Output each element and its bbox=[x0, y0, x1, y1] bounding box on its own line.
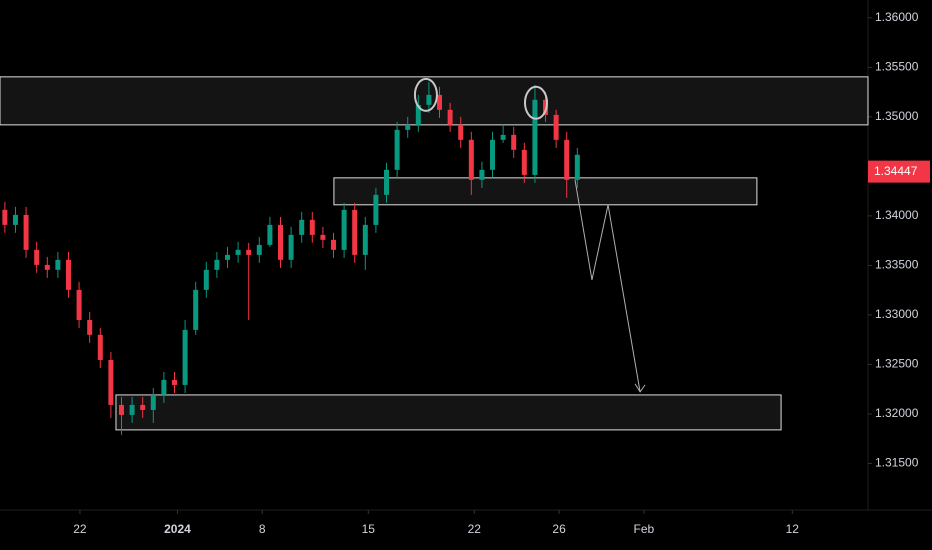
candle-body bbox=[532, 99, 538, 175]
candle-body bbox=[182, 329, 188, 385]
candle-body bbox=[55, 259, 61, 270]
candle-body bbox=[543, 99, 549, 115]
candle-body bbox=[267, 224, 273, 245]
y-tick-label: 1.33000 bbox=[875, 307, 919, 321]
candle-body bbox=[352, 209, 358, 255]
x-tick-label: 22 bbox=[468, 522, 482, 536]
candle-body bbox=[224, 254, 230, 260]
candle-body bbox=[299, 219, 305, 235]
candle-body bbox=[500, 134, 506, 140]
candle-body bbox=[490, 139, 496, 170]
candle-body bbox=[553, 114, 559, 140]
candle-body bbox=[44, 264, 50, 270]
candle-body bbox=[150, 394, 156, 410]
candle-body bbox=[277, 224, 283, 260]
candle-body bbox=[97, 334, 103, 360]
candle-body bbox=[468, 139, 474, 180]
candle-body bbox=[65, 259, 71, 290]
candle-body bbox=[564, 139, 570, 180]
y-tick-label: 1.32000 bbox=[875, 406, 919, 420]
candle-body bbox=[574, 154, 580, 180]
candle-body bbox=[405, 124, 411, 130]
candle-body bbox=[34, 249, 40, 265]
candle-body bbox=[193, 289, 199, 330]
y-tick-label: 1.31500 bbox=[875, 456, 919, 470]
candle-body bbox=[161, 379, 167, 395]
candle-body bbox=[2, 209, 8, 225]
x-tick-label: Feb bbox=[634, 522, 655, 536]
last-price-box bbox=[868, 160, 930, 183]
candle-body bbox=[341, 209, 347, 250]
candle-body bbox=[118, 404, 124, 415]
x-tick-label: 2024 bbox=[164, 522, 191, 536]
y-tick-label: 1.32500 bbox=[875, 357, 919, 371]
x-tick-label: 26 bbox=[552, 522, 566, 536]
candle-body bbox=[108, 359, 114, 405]
zone bbox=[115, 394, 782, 431]
top-marker bbox=[523, 85, 548, 120]
x-tick-label: 15 bbox=[362, 522, 376, 536]
candle-body bbox=[511, 134, 517, 150]
candle-body bbox=[12, 214, 18, 225]
y-tick-label: 1.33500 bbox=[875, 258, 919, 272]
candle-body bbox=[76, 289, 82, 320]
projection-path bbox=[574, 179, 641, 392]
last-price-label: 1.34447 bbox=[874, 164, 918, 178]
y-tick-label: 1.35000 bbox=[875, 109, 919, 123]
y-tick-label: 1.36000 bbox=[875, 10, 919, 24]
arrow-head bbox=[634, 383, 646, 393]
candle-body bbox=[458, 124, 464, 140]
zone bbox=[333, 177, 758, 206]
candle-body bbox=[87, 319, 93, 335]
candle-body bbox=[320, 234, 326, 240]
candle-body bbox=[288, 234, 294, 260]
candle-body bbox=[394, 129, 400, 170]
candle-body bbox=[309, 219, 315, 235]
candle-body bbox=[426, 94, 432, 105]
candle-body bbox=[362, 224, 368, 255]
candle-body bbox=[373, 194, 379, 225]
candle-body bbox=[140, 404, 146, 410]
y-tick-label: 1.34000 bbox=[875, 208, 919, 222]
y-tick-label: 1.35500 bbox=[875, 60, 919, 74]
candle-body bbox=[384, 169, 390, 195]
candle-body bbox=[23, 214, 29, 250]
x-tick-label: 22 bbox=[73, 522, 87, 536]
candle-body bbox=[246, 249, 252, 255]
candle-body bbox=[437, 94, 443, 110]
candle-body bbox=[256, 244, 262, 255]
candle-body bbox=[447, 109, 453, 125]
candle-body bbox=[171, 379, 177, 385]
top-marker bbox=[413, 77, 438, 112]
candle-body bbox=[331, 239, 337, 250]
candle-body bbox=[203, 269, 209, 290]
x-tick-label: 8 bbox=[259, 522, 266, 536]
candle-body bbox=[479, 169, 485, 180]
candle-body bbox=[214, 259, 220, 270]
candle-body bbox=[129, 404, 135, 415]
candle-body bbox=[415, 104, 421, 125]
candle-body bbox=[235, 249, 241, 255]
x-tick-label: 12 bbox=[786, 522, 800, 536]
candle-body bbox=[521, 149, 527, 175]
